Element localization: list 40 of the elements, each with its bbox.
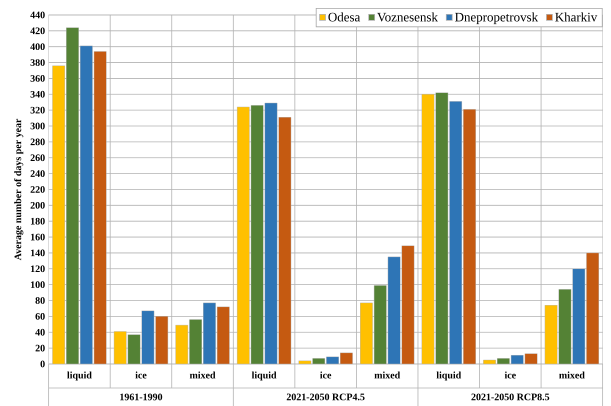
y-tick-label: 200 xyxy=(30,202,45,209)
y-tick-label: 240 xyxy=(30,170,45,177)
text: 1961-1990 xyxy=(120,394,162,400)
y-tick-label: 280 xyxy=(30,138,45,146)
x-tick-label: ice xyxy=(320,371,332,378)
legend-label: Odesa xyxy=(328,12,360,22)
legend-label: Dnepropetrovsk xyxy=(455,12,538,24)
y-tick-label: 20 xyxy=(36,344,45,352)
legend-label: Voznesensk xyxy=(377,12,438,22)
y-tick-label: 260 xyxy=(30,154,45,162)
y-tick-label: 80 xyxy=(35,297,45,304)
text: 2021-2050 RCP4.5 xyxy=(286,394,365,400)
x-tick-label: ice xyxy=(504,371,516,378)
y-tick-label: 120 xyxy=(30,265,45,272)
y-tick-label: 60 xyxy=(35,313,45,320)
x-tick-label: liquid xyxy=(67,371,92,381)
y-axis-title: Average number of days per year xyxy=(14,118,24,260)
y-tick-label: 420 xyxy=(30,27,45,34)
legend-label: Kharkiv xyxy=(555,12,598,22)
y-tick-label: 440 xyxy=(30,12,45,18)
y-tick-label: 100 xyxy=(30,281,45,288)
y-tick-label: 340 xyxy=(30,90,45,98)
y-tick-label: 360 xyxy=(30,75,45,82)
y-tick-label: 300 xyxy=(30,122,45,130)
y-tick-label: 140 xyxy=(30,250,45,256)
x-tick-label: mixed xyxy=(374,371,400,378)
x-tick-label: mixed xyxy=(190,371,216,378)
text: 2021-2050 RCP8.5 xyxy=(471,394,550,400)
y-tick-label: 0 xyxy=(40,360,45,368)
x-tick-label: liquid xyxy=(436,371,462,381)
x-tick-label: liquid xyxy=(252,371,276,381)
y-tick-label: 180 xyxy=(30,218,45,225)
x-tick-label: mixed xyxy=(559,371,585,378)
y-tick-label: 400 xyxy=(30,43,45,50)
x-tick-label: ice xyxy=(135,371,147,378)
y-tick-label: 160 xyxy=(30,234,45,240)
y-tick-label: 380 xyxy=(30,59,45,66)
y-tick-label: 320 xyxy=(30,106,45,114)
y-tick-label: 220 xyxy=(30,186,45,193)
y-tick-label: 40 xyxy=(35,328,45,336)
